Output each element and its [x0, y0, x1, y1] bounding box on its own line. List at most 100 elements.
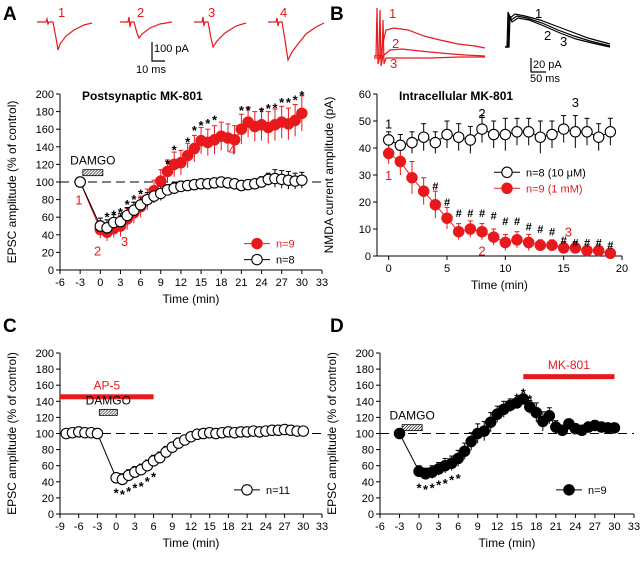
legend-label-c: n=11 [266, 485, 290, 497]
y-tick-label-a: 100 [36, 177, 54, 189]
significance-hash-b: # [444, 197, 450, 209]
annotation-b: 3 [572, 95, 579, 110]
damgo-hatch-d [407, 424, 415, 431]
significance-star-a: * [286, 95, 292, 110]
traces-b: 1 2 3 1 2 3 20 pA 50 ms [374, 6, 611, 85]
scale-bar-a [151, 42, 165, 62]
damgo-label-c: DAMGO [86, 393, 131, 407]
significance-star-d: * [514, 390, 520, 405]
plot-d: 0 20 40 60 80 100 120 140 160 180 200 -6 -3 0 3 6 9 12 15 1… [325, 348, 640, 550]
panel-letter-d: D [330, 316, 344, 337]
scale-bar-b-time: 50 ms [530, 73, 560, 85]
annotation-b: 3 [565, 225, 572, 240]
trace-b-black-2 [505, 13, 611, 48]
y-tick-label-c: 20 [42, 493, 54, 505]
panel-letter-a: A [3, 4, 17, 25]
y-tick-label-a: 0 [48, 265, 54, 277]
data-point-b-1 [534, 239, 547, 251]
legend-label-d: n=9 [588, 485, 607, 497]
y-tick-label-d: 60 [362, 461, 374, 473]
y-tick-label-b: 10 [359, 224, 371, 236]
y-tick-label-d: 100 [356, 429, 374, 441]
legend-label-b: n=9 (1 mM) [526, 183, 583, 195]
x-tick-label-a: 9 [158, 277, 164, 289]
significance-star-d: * [417, 481, 423, 496]
significance-star-d: * [456, 471, 462, 486]
data-point-b-1 [476, 225, 488, 238]
x-tick-label-c: 24 [260, 521, 272, 533]
x-tick-label-c: 15 [204, 521, 216, 533]
annotation-b: 2 [478, 106, 485, 121]
plot-title-a: Postsynaptic MK-801 [82, 89, 203, 103]
plot-title-b: Intracellular MK-801 [399, 89, 513, 103]
significance-star-d: * [436, 477, 442, 492]
y-tick-label-a: 80 [42, 195, 54, 207]
significance-star-a: * [165, 157, 171, 172]
damgo-label-a: DAMGO [70, 154, 115, 168]
data-point-d-0 [393, 427, 406, 440]
data-point-b-0 [499, 128, 512, 141]
scale-bar-b [530, 58, 546, 73]
significance-star-d: * [430, 481, 436, 496]
x-tick-label-c: 3 [132, 521, 138, 533]
trace-a-label-4: 4 [280, 5, 287, 20]
annotation-b: 1 [385, 117, 392, 132]
x-tick-label-b: 5 [444, 263, 450, 275]
x-tick-label-c: -9 [55, 521, 65, 533]
significance-hash-b: # [549, 227, 555, 239]
data-point-a-0 [181, 149, 194, 162]
data-point-b-1 [417, 185, 430, 197]
y-tick-label-d: 160 [356, 380, 374, 392]
data-point-d-0 [458, 445, 471, 457]
significance-hash-b: # [561, 235, 567, 247]
y-axis-label-b: NMDA current amplitude (pA) [322, 97, 336, 254]
data-point-b-1 [406, 171, 418, 184]
data-point-b-1 [499, 236, 512, 249]
trace-b-red-label-3: 3 [390, 56, 397, 71]
data-point-b-0 [592, 131, 605, 143]
data-point-a-0 [296, 107, 308, 120]
y-axis-label-c: EPSC amplitude (% of control) [5, 352, 19, 515]
significance-star-a: * [205, 116, 211, 131]
x-tick-label-d: 21 [550, 521, 562, 533]
significance-star-a: * [293, 92, 299, 107]
x-tick-label-a: 24 [255, 277, 267, 289]
data-point-a-0 [188, 142, 201, 155]
significance-star-d: * [449, 473, 455, 488]
y-tick-label-a: 40 [42, 230, 54, 242]
significance-star-d: * [443, 476, 449, 491]
legend-marker-a [251, 253, 263, 266]
significance-hash-b: # [514, 216, 520, 228]
damgo-hatch-a [82, 169, 90, 176]
damgo-hatch-a [97, 170, 104, 176]
y-tick-label-d: 40 [362, 477, 374, 489]
significance-star-c: * [126, 484, 132, 499]
significance-star-a: * [266, 101, 272, 116]
trace-b-black-label-2: 2 [544, 28, 551, 43]
significance-star-a: * [239, 103, 245, 118]
trace-b-red-3 [374, 19, 485, 65]
data-point-b-0 [382, 134, 395, 146]
y-tick-label-a: 200 [36, 89, 54, 101]
x-tick-label-b: 10 [499, 263, 511, 275]
data-point-b-0 [546, 128, 558, 141]
significance-star-a: * [111, 208, 117, 223]
y-tick-label-d: 120 [356, 412, 374, 424]
y-tick-label-b: 50 [359, 116, 371, 128]
significance-hash-b: # [596, 238, 602, 250]
damgo-hatch-a [94, 169, 102, 176]
x-tick-label-a: -3 [75, 277, 85, 289]
x-axis-label-c: Time (min) [163, 536, 220, 550]
data-point-d-0 [484, 416, 497, 428]
damgo-hatch-c [108, 409, 115, 416]
y-tick-label-a: 160 [36, 124, 54, 136]
damgo-hatch-c [114, 412, 118, 416]
trace-b-black-3 [505, 15, 611, 48]
x-tick-label-d: 18 [530, 521, 542, 533]
significance-star-a: * [259, 105, 265, 120]
significance-hash-b: # [572, 238, 578, 250]
damgo-hatch-d [404, 424, 412, 431]
data-point-b-1 [452, 225, 465, 238]
significance-star-a: * [118, 205, 124, 220]
data-point-d-0 [517, 393, 530, 405]
